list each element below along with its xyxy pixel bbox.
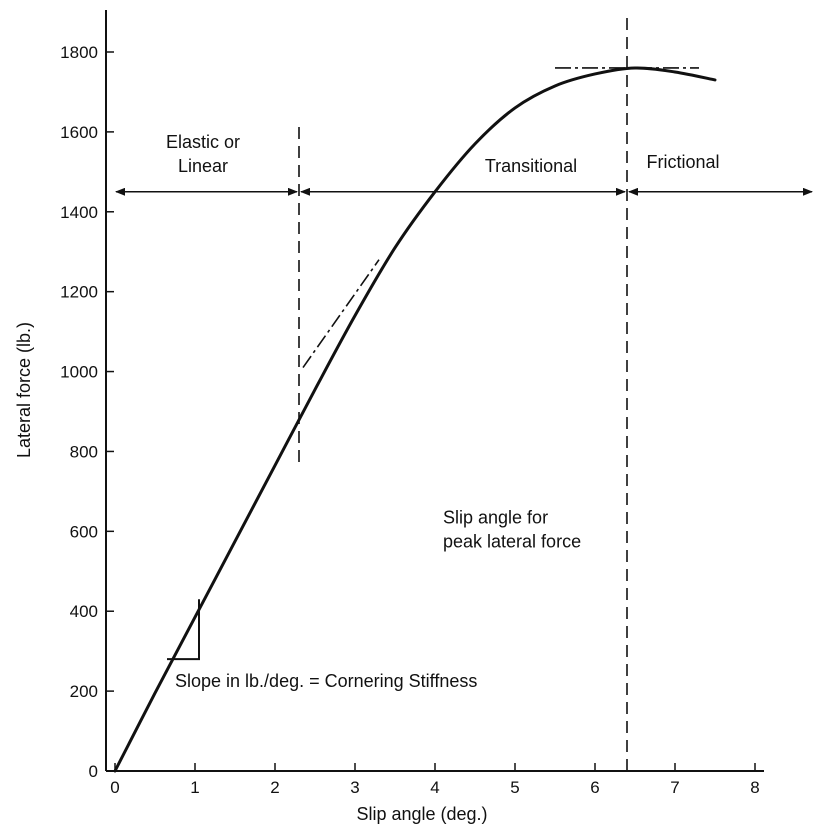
- y-tick-label: 400: [70, 602, 98, 621]
- x-tick-label: 4: [430, 778, 439, 797]
- x-tick-label: 1: [190, 778, 199, 797]
- x-tick-label: 7: [670, 778, 679, 797]
- x-tick-label: 5: [510, 778, 519, 797]
- x-tick-label: 3: [350, 778, 359, 797]
- series-layer: [113, 66, 717, 773]
- y-tick-label: 1800: [60, 43, 98, 62]
- annotation-linear: Linear: [178, 156, 228, 176]
- annotation-peak-lateral-force: peak lateral force: [443, 531, 581, 551]
- y-tick-label: 1400: [60, 203, 98, 222]
- y-axis-title: Lateral force (lb.): [14, 322, 34, 458]
- x-axis-title: Slip angle (deg.): [356, 804, 487, 824]
- x-tick-label: 8: [750, 778, 759, 797]
- y-tick-label: 600: [70, 522, 98, 541]
- annotation-transitional: Transitional: [485, 156, 577, 176]
- annotation-cornering-stiffness: Slope in lb./deg. = Cornering Stiffness: [175, 671, 477, 691]
- y-tick-label: 800: [70, 442, 98, 461]
- guide-lines: [115, 18, 813, 770]
- slope-triangle: [167, 599, 200, 661]
- annotation-frictional: Frictional: [646, 152, 719, 172]
- y-tick-label: 1600: [60, 123, 98, 142]
- x-axis-ticks: 0 1 2 3 4 5 6 7 8: [110, 763, 760, 797]
- y-tick-label: 200: [70, 682, 98, 701]
- y-tick-label: 0: [89, 762, 98, 781]
- y-tick-label: 1200: [60, 283, 98, 302]
- x-tick-label: 0: [110, 778, 119, 797]
- annotation-elastic-or: Elastic or: [166, 132, 240, 152]
- annotation-slip-angle-for: Slip angle for: [443, 507, 548, 527]
- lateral-force-curve: [113, 66, 717, 773]
- x-tick-label: 2: [270, 778, 279, 797]
- y-axis-ticks: 0 200 400 600 800 1000 1200 1400 1600 1800: [60, 43, 114, 781]
- x-tick-label: 6: [590, 778, 599, 797]
- y-tick-label: 1000: [60, 363, 98, 382]
- tangent-line: [302, 259, 380, 369]
